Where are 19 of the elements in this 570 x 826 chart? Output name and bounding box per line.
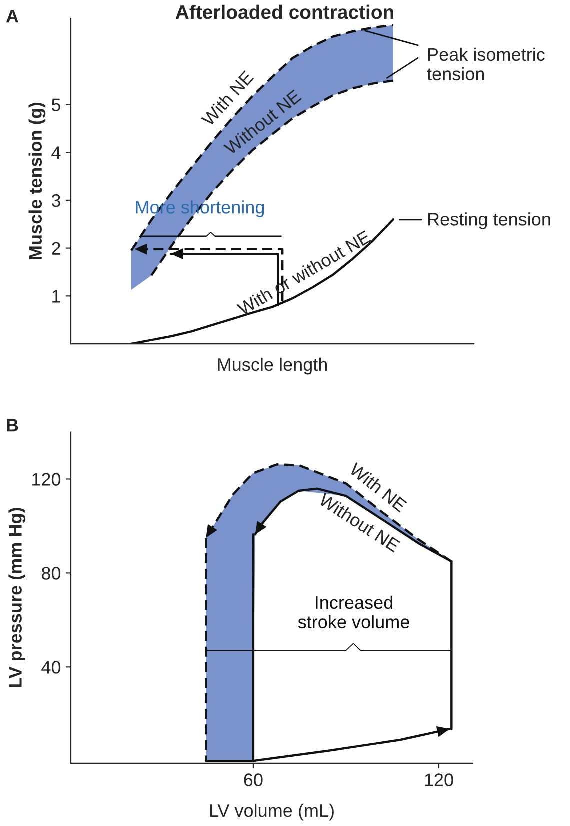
text: Peak isometric tension [427,48,545,81]
y-tick-label: 120 [32,473,61,486]
text: A [6,10,19,23]
annotation: Increased stroke volume [298,596,410,629]
y-tick-label: 40 [42,661,61,674]
y-tick-label: 3 [52,194,60,208]
text: Resting tension [428,212,550,230]
x-axis-title: LV volume (mL) [210,804,334,821]
text: B [7,419,18,432]
y-tick-label: 4 [52,146,61,160]
y-axis-title: LV pressure (mm Hg) [8,508,26,688]
y-tick-label: 2 [52,242,60,255]
y-axis-title: Muscle tension (g) [28,102,46,260]
chart-title: Afterloaded contraction [176,4,394,20]
y-tick-label: 5 [52,98,61,112]
y-tick-label: 80 [42,567,61,580]
x-axis-title: Muscle length [218,358,328,375]
x-tick-label: 60 [244,774,263,786]
y-tick-label: 1 [52,290,60,303]
